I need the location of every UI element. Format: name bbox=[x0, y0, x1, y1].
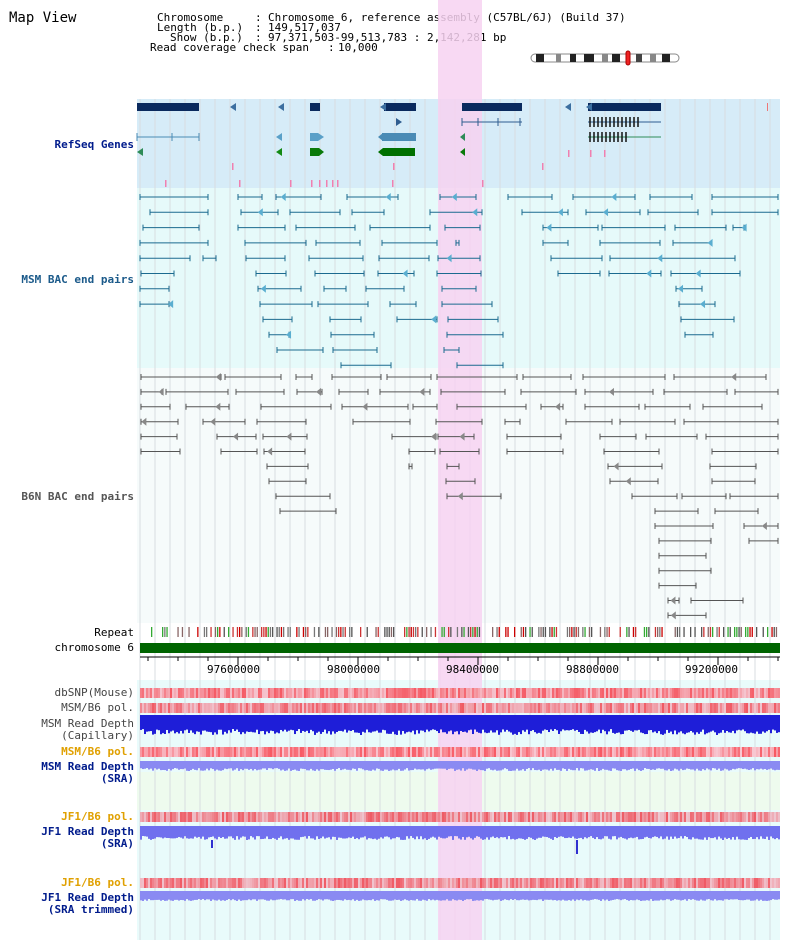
msm-depth-sra-label[interactable]: MSM Read Depth bbox=[41, 760, 134, 773]
chromosome-bar bbox=[140, 643, 780, 653]
length-label: Length (b.p.) bbox=[157, 21, 244, 34]
axis-tick-label: 98000000 bbox=[327, 663, 380, 676]
gene-marker bbox=[767, 103, 768, 111]
gene-feature bbox=[137, 103, 199, 111]
strand-arrow-icon bbox=[230, 103, 236, 111]
jf1-depth-trim-sublabel: (SRA trimmed) bbox=[47, 903, 134, 916]
strand-arrow-icon bbox=[278, 103, 284, 111]
jf1-depth-sra-sublabel: (SRA) bbox=[100, 837, 134, 850]
chromosome-track-label[interactable]: chromosome 6 bbox=[54, 641, 134, 654]
depth-tracks bbox=[140, 715, 780, 901]
b6n-bac-track bbox=[140, 373, 779, 620]
msm-depth-sra-sublabel: (SRA) bbox=[100, 772, 134, 785]
strand-arrow-icon bbox=[380, 103, 386, 111]
strand-arrow-icon bbox=[586, 103, 592, 111]
chromosome-label: Chromosome bbox=[157, 11, 224, 24]
coverage-value: 10,000 bbox=[338, 41, 378, 54]
b6n-bac-track-label[interactable]: B6N BAC end pairs bbox=[21, 490, 134, 503]
jf1-b6-pol-track-label[interactable]: JF1/B6 pol. bbox=[61, 810, 134, 823]
msm-b6-pol-track-label[interactable]: MSM/B6 pol. bbox=[61, 701, 134, 714]
gene-feature bbox=[462, 103, 522, 111]
repeat-track bbox=[151, 627, 778, 637]
jf1-b6-pol2-track-label[interactable]: JF1/B6 pol. bbox=[61, 876, 134, 889]
msm-depth-capillary-label[interactable]: MSM Read Depth bbox=[41, 717, 134, 730]
coverage-label: Read coverage check span bbox=[150, 41, 309, 54]
page-title: Map View bbox=[9, 10, 77, 26]
axis-tick-label: 99200000 bbox=[685, 663, 738, 676]
length-value: 149,517,037 bbox=[268, 21, 341, 34]
show-label: Show (b.p.) bbox=[170, 31, 243, 44]
msm-bac-track-label[interactable]: MSM BAC end pairs bbox=[21, 273, 134, 286]
msm-bac-track bbox=[139, 193, 779, 369]
jf1-depth-sra-label[interactable]: JF1 Read Depth bbox=[41, 825, 134, 838]
axis-tick-label: 98400000 bbox=[446, 663, 499, 676]
position-axis bbox=[140, 656, 780, 665]
heatmap-tracks bbox=[140, 688, 780, 888]
msm-b6-pol2-track-label[interactable]: MSM/B6 pol. bbox=[61, 745, 134, 758]
strand-arrow-icon bbox=[565, 103, 571, 111]
selected-region-highlight bbox=[438, 0, 482, 940]
gene-feature bbox=[588, 103, 661, 111]
axis-tick-label: 97600000 bbox=[207, 663, 260, 676]
gene-feature bbox=[384, 103, 416, 111]
msm-depth-capillary-sublabel: (Capillary) bbox=[61, 729, 134, 742]
repeat-track-label[interactable]: Repeat bbox=[94, 626, 134, 639]
dbsnp-track-label[interactable]: dbSNP(Mouse) bbox=[54, 686, 134, 699]
refseq-genes-track bbox=[136, 103, 768, 187]
axis-tick-label: 98800000 bbox=[566, 663, 619, 676]
chromosome-ideogram-icon bbox=[530, 50, 680, 66]
refseq-track-label[interactable]: RefSeq Genes bbox=[54, 138, 134, 151]
jf1-depth-trim-label[interactable]: JF1 Read Depth bbox=[41, 891, 134, 904]
